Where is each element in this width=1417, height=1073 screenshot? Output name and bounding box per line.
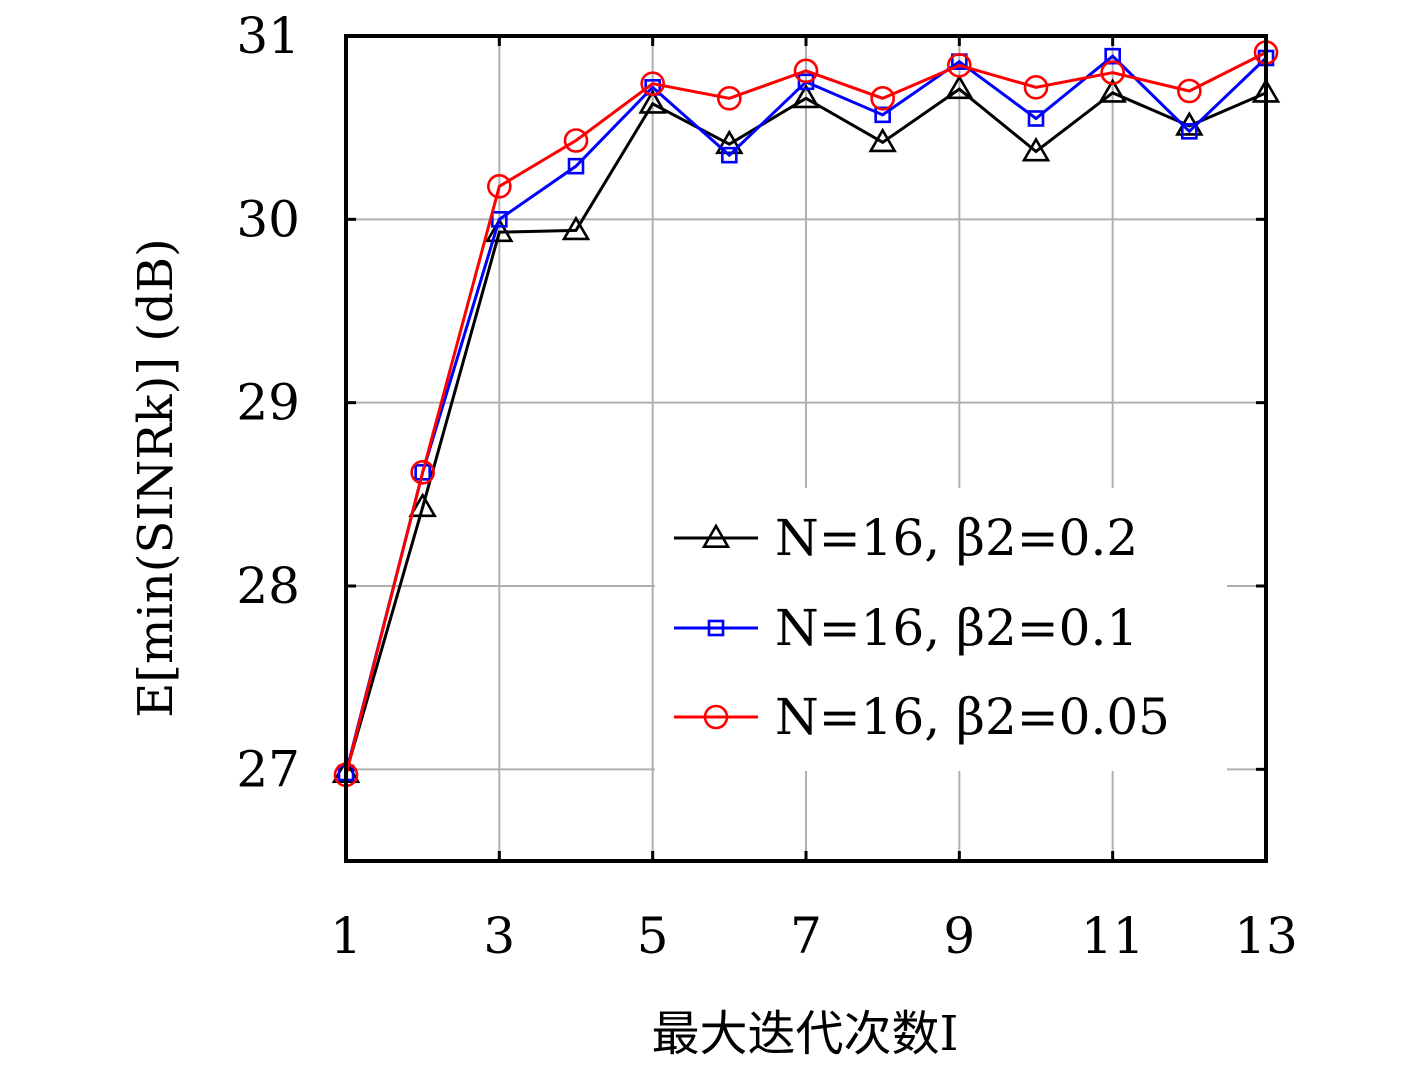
data-point	[1100, 60, 1125, 85]
data-point	[408, 492, 437, 518]
x-tick-label: 5	[637, 907, 669, 965]
data-point	[791, 83, 821, 109]
series-layer	[331, 40, 1281, 788]
data-point	[485, 217, 514, 243]
legend-label: N=16, β2=0.1	[775, 599, 1138, 657]
data-point	[640, 71, 665, 96]
data-point	[797, 73, 815, 91]
data-point	[1027, 110, 1045, 127]
data-point	[638, 89, 667, 114]
data-point	[793, 58, 819, 84]
data-point	[715, 129, 744, 155]
data-point	[874, 106, 891, 124]
x-axis-title: 最大迭代次数I	[652, 1006, 959, 1062]
x-tick-label: 11	[1081, 907, 1145, 965]
data-point	[945, 74, 974, 100]
data-point	[870, 86, 895, 111]
legend-marker	[707, 619, 725, 637]
data-point	[717, 86, 742, 111]
x-tick-label: 7	[790, 907, 822, 965]
legend-marker	[703, 704, 729, 730]
data-point	[567, 157, 585, 175]
data-point	[947, 53, 972, 78]
x-tick-label: 13	[1234, 907, 1298, 965]
x-tick-label: 3	[483, 907, 515, 965]
data-point	[1177, 78, 1202, 104]
y-tick-label: 27	[236, 740, 300, 798]
x-tick-label: 1	[330, 907, 362, 965]
x-tick-label: 9	[943, 907, 975, 965]
series-line	[344, 87, 1267, 774]
data-point	[1098, 78, 1127, 103]
data-point	[1104, 47, 1121, 65]
series-line	[344, 51, 1267, 776]
data-point	[1021, 136, 1051, 162]
data-point	[563, 128, 589, 153]
data-point	[410, 460, 435, 485]
legend-label: N=16, β2=0.05	[775, 688, 1170, 746]
data-point	[1181, 123, 1198, 140]
data-point	[487, 174, 512, 199]
legend-marker	[701, 523, 731, 548]
y-tick-label: 30	[236, 190, 300, 248]
data-point	[561, 215, 591, 241]
data-point	[868, 127, 897, 153]
data-point	[1023, 75, 1049, 100]
data-point	[721, 146, 738, 164]
plot-frame	[344, 34, 1268, 863]
data-point	[491, 211, 508, 228]
y-tick-label: 28	[236, 557, 300, 615]
data-point	[414, 464, 431, 481]
y-axis-title: E[min(SINRk)] (dB)	[128, 238, 184, 718]
y-tick-label: 31	[236, 7, 300, 65]
y-tick-label: 29	[236, 374, 300, 432]
legend-label: N=16, β2=0.2	[775, 509, 1138, 567]
legend: N=16, β2=0.2 N=16, β2=0.1 N=16, β2=0.05	[655, 488, 1227, 771]
